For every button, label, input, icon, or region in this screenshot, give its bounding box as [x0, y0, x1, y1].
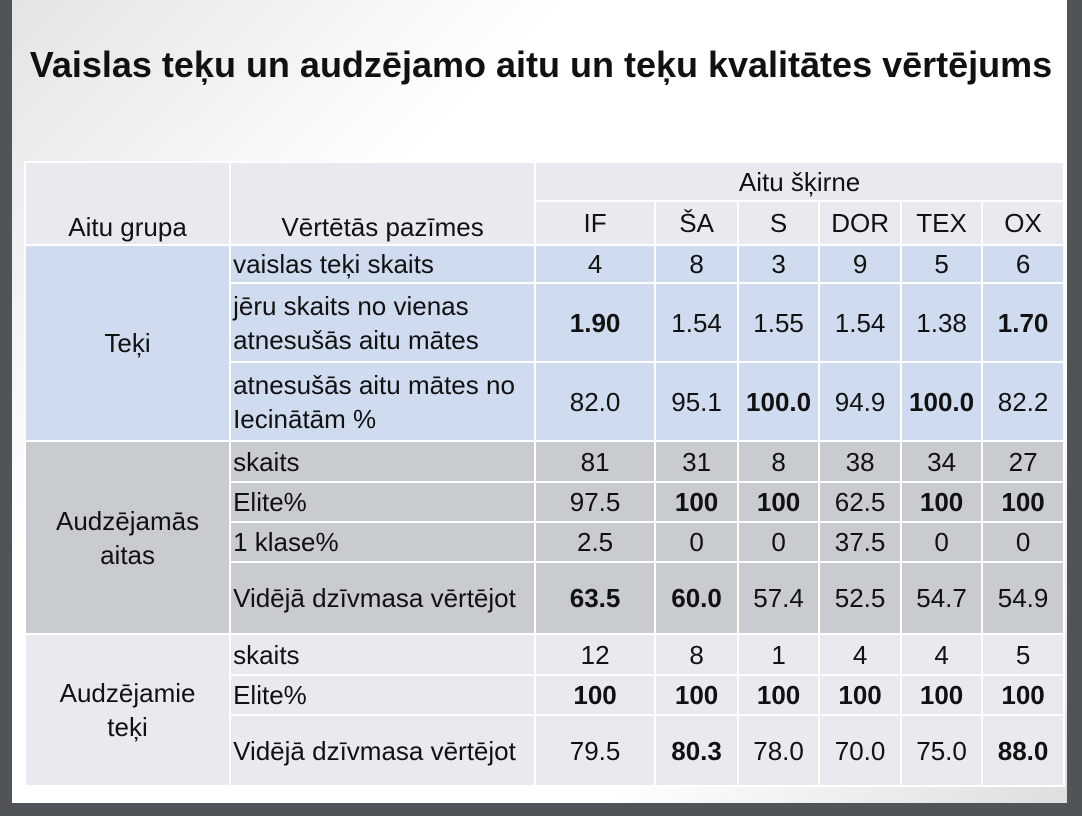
value-cell: 8 [654, 633, 740, 676]
trait-column-header: Vērtētās pazīmes [229, 161, 537, 246]
value-cell: 5 [981, 633, 1066, 676]
value-cell: 37.5 [818, 521, 903, 563]
group-column-header: Aitu grupa [23, 161, 232, 246]
value-cell: 94.9 [818, 361, 903, 442]
trait-label: jēru skaits no vienas atnesušās aitu māt… [229, 282, 537, 363]
value-cell: 38 [818, 440, 903, 483]
trait-label: Elite% [229, 481, 537, 523]
value-cell: 82.0 [534, 361, 657, 442]
header-row: Aitu grupa Vērtētās pazīmes Aitu šķirne [23, 161, 1066, 246]
value-cell: 0 [654, 521, 740, 563]
value-cell: 57.4 [737, 561, 821, 635]
table-row: Teķi vaislas teķi skaits 4 8 3 9 5 6 [23, 244, 1066, 442]
value-cell: 3 [737, 244, 821, 284]
trait-label: vaislas teķi skaits [229, 244, 537, 284]
value-cell: 100 [981, 481, 1066, 523]
table-row: Elite% 97.5 100 100 62.5 100 100 [25, 481, 1066, 523]
table-row: Audzējamie teķi skaits 12 8 1 4 4 5 [23, 633, 1066, 787]
slide-title: Vaislas teķu un audzējamo aitu un teķu k… [29, 44, 1053, 85]
value-cell: 1.54 [818, 282, 903, 363]
trait-label: atnesušās aitu mātes no Iecinātām % [229, 361, 537, 442]
value-cell: 31 [654, 440, 740, 483]
value-cell: 1.70 [981, 282, 1066, 363]
value-cell: 81 [534, 440, 657, 483]
value-cell: 4 [900, 633, 984, 676]
value-cell: 80.3 [654, 714, 740, 787]
breed-header-cell: S [737, 200, 821, 246]
value-cell: 60.0 [654, 561, 740, 635]
group-label: Teķi [23, 244, 232, 442]
value-cell: 100.0 [900, 361, 984, 442]
table-row: Audzējamās aitas skaits 81 31 8 38 34 27 [23, 440, 1066, 635]
value-cell: 100 [900, 674, 984, 716]
value-cell: 1.90 [534, 282, 657, 363]
trait-label: Vidējā dzīvmasa vērtējot [229, 561, 537, 635]
value-cell: 95.1 [654, 361, 740, 442]
value-cell: 100 [981, 674, 1066, 716]
value-cell: 100 [900, 481, 984, 523]
breed-header-cell: TEX [900, 200, 984, 246]
value-cell: 9 [818, 244, 903, 284]
value-cell: 63.5 [534, 561, 657, 635]
breed-row: IF ŠA S DOR TEX OX [25, 200, 1066, 246]
value-cell: 97.5 [534, 481, 657, 523]
trait-label: skaits [229, 633, 537, 676]
value-cell: 88.0 [981, 714, 1066, 787]
breed-header-cell: DOR [818, 200, 903, 246]
group-label: Audzējamie teķi [23, 633, 232, 787]
value-cell: 100 [818, 674, 903, 716]
value-cell: 75.0 [900, 714, 984, 787]
value-cell: 8 [737, 440, 821, 483]
value-cell: 1.55 [737, 282, 821, 363]
value-cell: 1.38 [900, 282, 984, 363]
group-label: Audzējamās aitas [23, 440, 232, 635]
value-cell: 54.9 [981, 561, 1066, 635]
breed-header-cell: OX [981, 200, 1066, 246]
value-cell: 27 [981, 440, 1066, 483]
value-cell: 34 [900, 440, 984, 483]
table-row: Elite% 100 100 100 100 100 100 [25, 674, 1066, 716]
value-cell: 4 [534, 244, 657, 284]
trait-label: Elite% [229, 674, 537, 716]
trait-label: 1 klase% [229, 521, 537, 563]
trait-label: Vidējā dzīvmasa vērtējot [229, 714, 537, 787]
value-cell: 0 [900, 521, 984, 563]
value-cell: 100 [654, 674, 740, 716]
table-row: Vidējā dzīvmasa vērtējot 63.5 60.0 57.4 52.5… [25, 561, 1066, 635]
value-cell: 1 [737, 633, 821, 676]
value-cell: 0 [737, 521, 821, 563]
value-cell: 100 [737, 674, 821, 716]
value-cell: 100.0 [737, 361, 821, 442]
value-cell: 1.54 [654, 282, 740, 363]
value-cell: 70.0 [818, 714, 903, 787]
table-row: jēru skaits no vienas atnesušās aitu māt… [25, 282, 1066, 363]
table-row: atnesušās aitu mātes no Iecinātām % 82.0 9… [25, 361, 1066, 442]
value-cell: 0 [981, 521, 1066, 563]
breed-header-cell: IF [534, 200, 657, 246]
table-row: 1 klase% 2.5 0 0 37.5 0 0 [25, 521, 1066, 563]
value-cell: 62.5 [818, 481, 903, 523]
trait-label: skaits [229, 440, 537, 483]
value-cell: 100 [654, 481, 740, 523]
quality-table: Aitu grupa Vērtētās pazīmes Aitu šķirne … [23, 161, 1066, 787]
value-cell: 100 [737, 481, 821, 523]
value-cell: 79.5 [534, 714, 657, 787]
value-cell: 8 [654, 244, 740, 284]
value-cell: 78.0 [737, 714, 821, 787]
value-cell: 2.5 [534, 521, 657, 563]
value-cell: 54.7 [900, 561, 984, 635]
value-cell: 4 [818, 633, 903, 676]
value-cell: 12 [534, 633, 657, 676]
value-cell: 100 [534, 674, 657, 716]
value-cell: 52.5 [818, 561, 903, 635]
value-cell: 82.2 [981, 361, 1066, 442]
value-cell: 6 [981, 244, 1066, 284]
value-cell: 5 [900, 244, 984, 284]
table-row: Vidējā dzīvmasa vērtējot 79.5 80.3 78.0 70.0… [25, 714, 1066, 787]
breed-header: Aitu šķirne [534, 161, 1066, 202]
breed-header-cell: ŠA [654, 200, 740, 246]
